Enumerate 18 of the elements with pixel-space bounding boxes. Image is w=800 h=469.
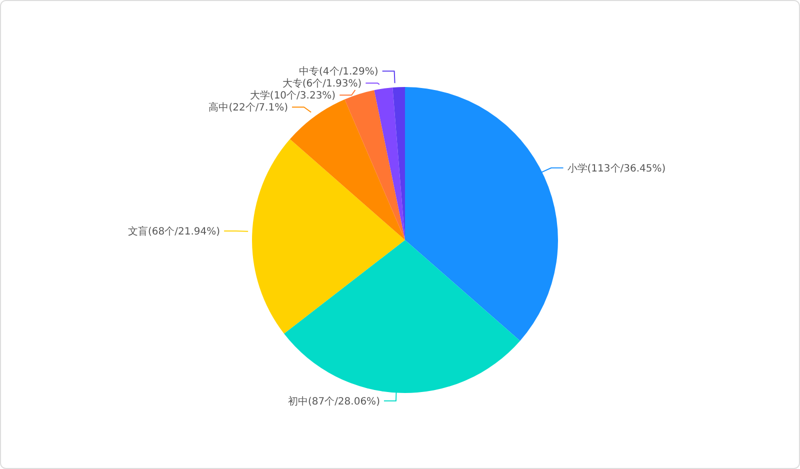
data-label: (68个/21.94%): [148, 225, 220, 238]
data-label: (6个/1.93%): [302, 78, 362, 90]
data-label: (4个/1.29%): [319, 66, 378, 78]
data-label: (22个/7.1%): [228, 102, 288, 114]
pie-slice: [392, 87, 405, 240]
slice-label: 小学: [567, 162, 588, 174]
slice-label: 大学: [250, 90, 270, 102]
data-label: (10个/3.23%): [270, 90, 336, 102]
pie-slice: [290, 99, 405, 240]
pie-slice: [374, 88, 405, 240]
slice-label: 高中: [208, 102, 229, 114]
slice-label: 初中: [288, 395, 308, 408]
slice-label: 文盲: [128, 225, 148, 238]
data-label: (113个/36.45%): [587, 162, 666, 174]
data-label: (87个/28.06%): [308, 395, 380, 408]
pie-slice: [252, 139, 405, 334]
slice-label: 中专: [299, 66, 319, 78]
slice-label: 大专: [282, 78, 302, 90]
